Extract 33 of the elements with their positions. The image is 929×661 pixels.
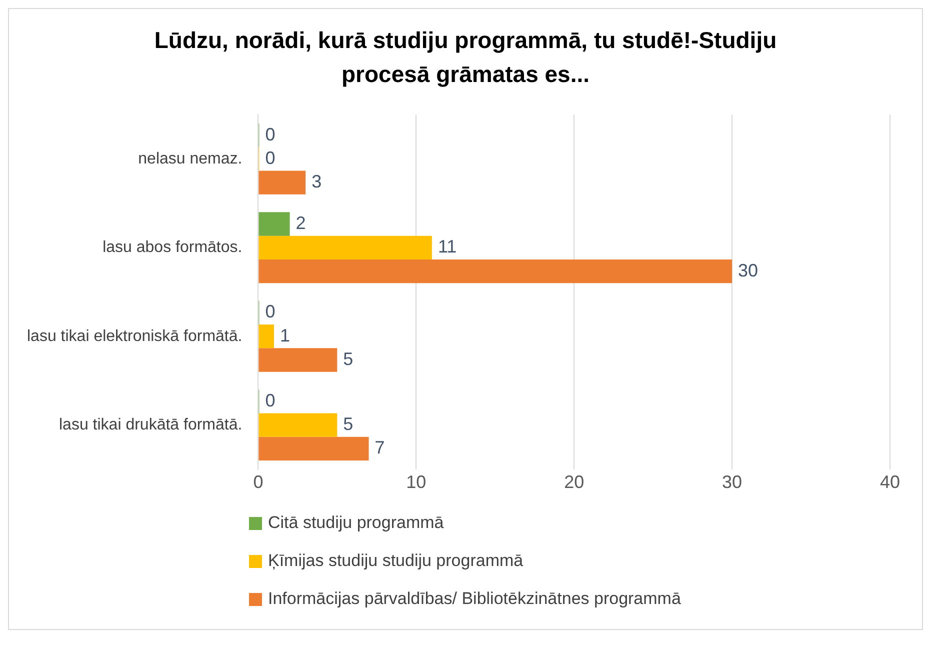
y-tick-label: lasu tikai drukātā formātā. xyxy=(59,416,242,434)
legend-label: Informācijas pārvaldības/ Bibliotēkzinātnes programmā xyxy=(268,589,681,609)
x-tick-label: 20 xyxy=(564,472,584,492)
data-label: 1 xyxy=(280,325,290,346)
bar xyxy=(258,212,290,236)
data-label: 5 xyxy=(343,348,354,369)
data-label: 7 xyxy=(374,438,385,458)
bar xyxy=(258,324,274,348)
chart-title: Lūdzu, norādi, kurā studiju programmā, tu studē!-Studiju procesā grāmatas es... xyxy=(153,26,778,89)
x-tick-label: 40 xyxy=(880,472,900,492)
y-tick-label: nelasu nemaz. xyxy=(138,150,242,168)
y-tick-label: lasu tikai elektroniskā formātā. xyxy=(27,328,242,345)
data-label: 11 xyxy=(438,236,457,257)
data-label: 5 xyxy=(343,414,354,434)
bar xyxy=(258,236,432,260)
y-tick-label: lasu abos formātos. xyxy=(102,239,242,256)
data-label: 0 xyxy=(265,148,276,168)
legend-label: Ķīmijas studiju studiju programmā xyxy=(268,551,524,571)
data-label: 0 xyxy=(265,390,276,410)
data-label: 0 xyxy=(265,302,276,322)
bar xyxy=(258,413,338,437)
x-tick-label: 30 xyxy=(722,472,742,492)
data-label: 2 xyxy=(296,212,306,233)
legend-label: Citā studiju programmā xyxy=(268,513,444,533)
bar xyxy=(258,436,369,461)
data-label: 0 xyxy=(265,124,276,144)
x-tick-label: 0 xyxy=(253,472,264,492)
data-label: 3 xyxy=(312,172,322,192)
bar xyxy=(258,170,306,194)
bar xyxy=(258,348,338,372)
data-label: 30 xyxy=(738,260,758,280)
x-tick-label: 10 xyxy=(406,472,426,492)
bar xyxy=(258,259,732,284)
